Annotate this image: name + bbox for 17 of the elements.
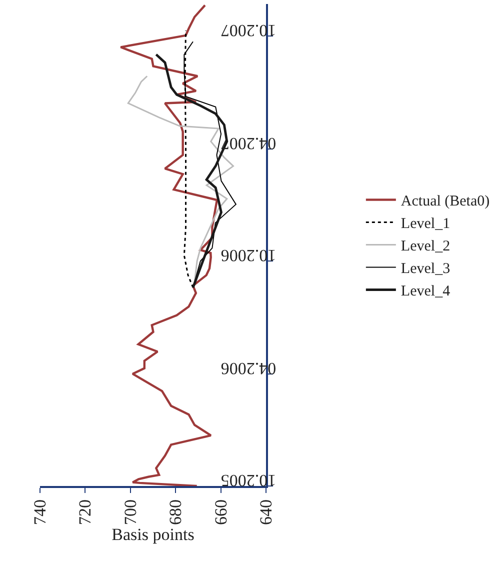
x-axis-title: Basis points	[112, 525, 194, 544]
legend-label: Level_2	[400, 238, 450, 255]
x-tick-label: 680	[166, 500, 186, 526]
legend-label: Actual (Beta0)	[400, 194, 490, 210]
legend-label: Level_3	[400, 261, 450, 278]
y-tick-label: 10.2005	[220, 470, 276, 490]
x-tick-label: 700	[120, 500, 140, 526]
x-tick-label: 660	[211, 500, 230, 526]
x-tick-label: 720	[76, 500, 95, 526]
legend-label: Level_4	[400, 284, 451, 300]
legend-label: Level_1	[400, 216, 450, 232]
y-tick-label: 10.2006	[220, 246, 276, 265]
y-tick-label: 04.2006	[220, 358, 276, 378]
y-tick-label: 04.2007	[220, 134, 276, 153]
x-tick-label: 640	[256, 500, 276, 526]
y-tick-label: 10.2007	[220, 21, 276, 40]
x-tick-label: 740	[30, 500, 50, 526]
